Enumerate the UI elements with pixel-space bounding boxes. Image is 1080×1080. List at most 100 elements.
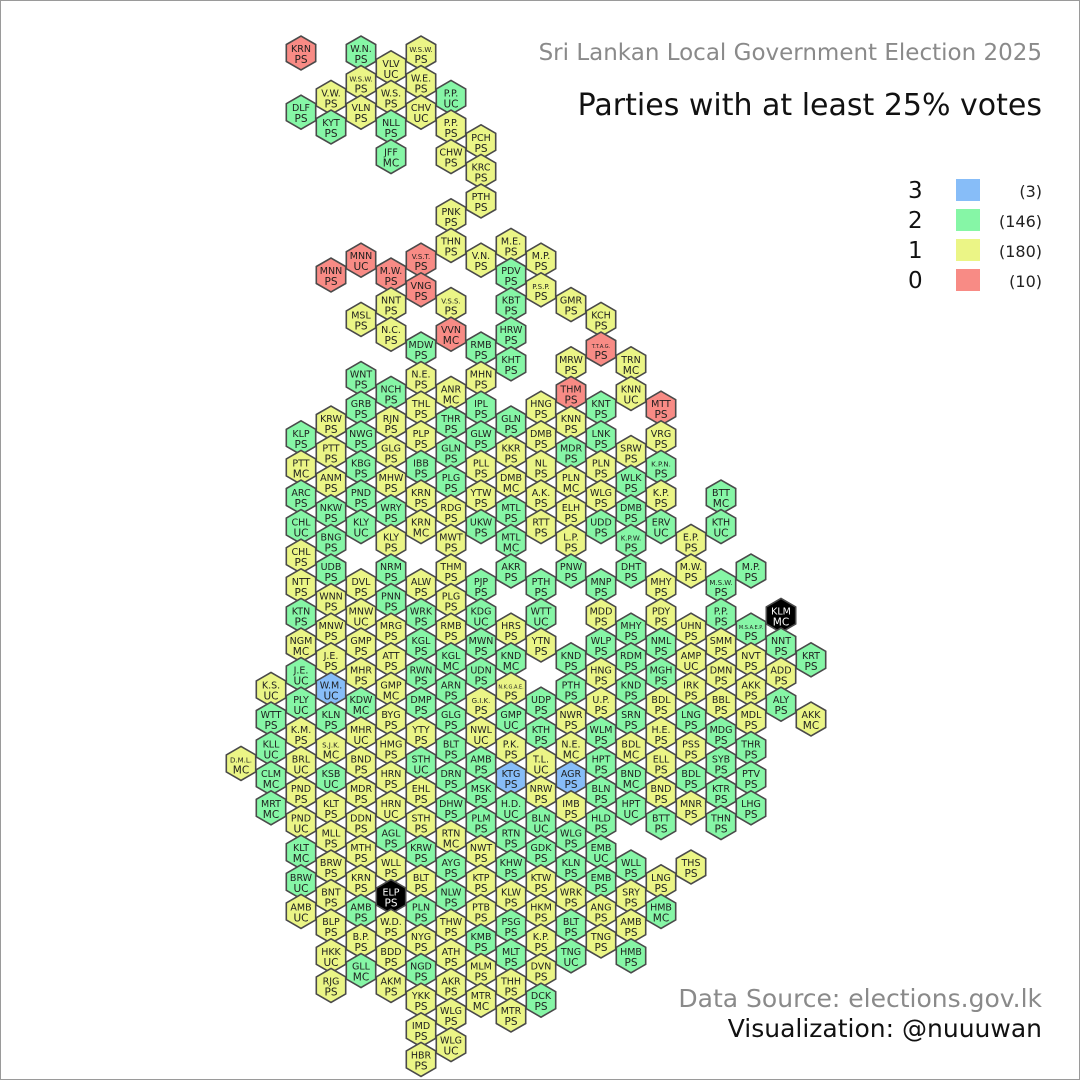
hex-code: VVN bbox=[441, 325, 461, 336]
hex-type: UC bbox=[503, 720, 518, 732]
hex-cell bbox=[585, 449, 617, 486]
map-title: Parties with at least 25% votes bbox=[577, 88, 1042, 123]
hex-type: UC bbox=[293, 764, 308, 776]
hex-code: BRW bbox=[290, 873, 313, 884]
hex-type: PS bbox=[625, 631, 638, 643]
hex-code: UDB bbox=[321, 562, 342, 573]
hex-code: PNK bbox=[441, 207, 461, 218]
hex-type: PS bbox=[445, 809, 458, 821]
hex-cell bbox=[435, 523, 467, 560]
hex-code: N.E. bbox=[561, 740, 580, 751]
hex-cell bbox=[405, 271, 437, 308]
hex-code: K.P. bbox=[533, 932, 550, 943]
hex-type: PS bbox=[445, 631, 458, 643]
hex-type: PS bbox=[595, 646, 608, 658]
hex-code: HRN bbox=[381, 769, 402, 780]
hex-code: ADD bbox=[770, 666, 791, 677]
hex-cell bbox=[705, 775, 737, 811]
hex-cell bbox=[645, 390, 677, 427]
hex-vss-ps: V.S.S.PS bbox=[435, 286, 467, 323]
hex-type: PS bbox=[595, 409, 608, 421]
hex-mw-ps: M.W.PS bbox=[375, 257, 407, 293]
hex-type: PS bbox=[715, 587, 728, 599]
hex-bp-ps: B.P.PS bbox=[345, 923, 377, 959]
hex-type: PS bbox=[385, 394, 398, 406]
hex-type: UC bbox=[473, 616, 488, 628]
hex-code: MDL bbox=[741, 710, 763, 721]
hex-code: HMB bbox=[650, 902, 672, 913]
hex-code: KRN bbox=[351, 873, 371, 884]
hex-type: PS bbox=[595, 676, 608, 688]
hex-type: PS bbox=[355, 912, 368, 924]
hex-type: PS bbox=[415, 794, 428, 806]
hex-type: PS bbox=[445, 513, 458, 525]
hex-type: PS bbox=[745, 631, 758, 643]
data-source: Data Source: elections.gov.lk bbox=[678, 984, 1042, 1013]
hex-code: MHR bbox=[350, 666, 372, 677]
hex-type: MC bbox=[773, 616, 789, 628]
hex-code: ATT bbox=[382, 651, 399, 662]
hex-wsw-ps: W.S.W.PS bbox=[405, 35, 437, 71]
hex-code: MHW bbox=[379, 473, 404, 484]
hex-type: PS bbox=[505, 424, 518, 436]
hex-type: MC bbox=[263, 809, 279, 821]
hex-cell bbox=[585, 597, 617, 634]
hex-type: PS bbox=[475, 794, 488, 806]
hex-code: CLM bbox=[261, 769, 281, 780]
hex-code: PLM bbox=[471, 814, 490, 825]
hex-type: PS bbox=[535, 587, 548, 599]
hex-type: PS bbox=[475, 824, 488, 836]
legend-level: 0 bbox=[908, 268, 923, 294]
hex-type: PS bbox=[415, 972, 428, 984]
hex-cell bbox=[465, 479, 497, 515]
hex-type: PS bbox=[565, 424, 578, 436]
hex-code: THW bbox=[439, 917, 463, 928]
hex-type: PS bbox=[355, 676, 368, 688]
hex-type: PS bbox=[715, 705, 728, 717]
hex-code: KYT bbox=[322, 118, 340, 129]
hex-cell bbox=[525, 982, 557, 1019]
hex-type: PS bbox=[535, 735, 548, 747]
hex-code: PND bbox=[351, 488, 371, 499]
hex-code: RDM bbox=[620, 651, 642, 662]
hex-type: PS bbox=[475, 202, 488, 214]
hex-type: UC bbox=[593, 853, 608, 865]
hex-code: WRK bbox=[410, 606, 433, 617]
hex-cell bbox=[645, 893, 677, 930]
hex-code: KKR bbox=[501, 444, 520, 455]
hex-type: PS bbox=[715, 616, 728, 628]
hex-type: MC bbox=[473, 1001, 489, 1013]
hex-code: J.E. bbox=[323, 651, 339, 662]
hex-code: WTT bbox=[531, 606, 552, 617]
hex-cell bbox=[705, 656, 737, 693]
visualization-credit: Visualization: @nuuuwan bbox=[727, 1014, 1042, 1043]
hex-cell bbox=[465, 804, 497, 841]
hex-cell bbox=[345, 242, 377, 279]
hex-code: L.P. bbox=[563, 532, 579, 543]
hex-code: BLT bbox=[563, 917, 580, 928]
hex-type: MC bbox=[293, 646, 309, 658]
